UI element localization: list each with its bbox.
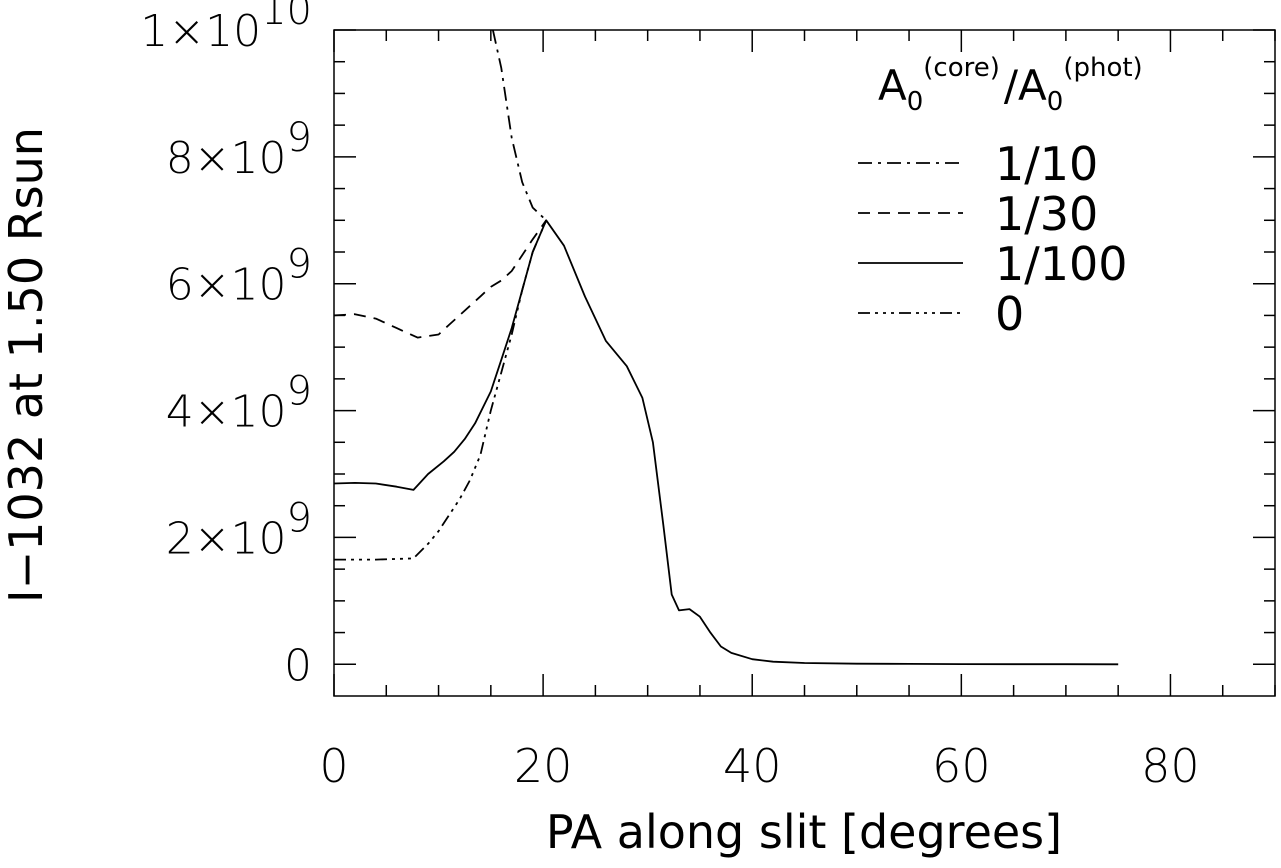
legend-label: 1/10 — [995, 137, 1098, 191]
legend-label: 1/30 — [995, 187, 1098, 241]
y-tick-label: 6×109 — [166, 242, 312, 311]
x-tick-label: 0 — [319, 739, 348, 793]
y-tick-labels: 0 2×109 4×109 6×109 8×109 1×1010 — [140, 0, 312, 691]
x-tick-label: 20 — [514, 739, 573, 793]
y-tick-label: 0 — [284, 640, 312, 691]
series-line-3 — [334, 219, 548, 561]
x-axis-title: PA along slit [degrees] — [546, 805, 1062, 859]
x-tick-label: 80 — [1141, 739, 1200, 793]
series-lines — [333, 29, 1119, 666]
plot-frame — [333, 29, 1276, 697]
legend-title: A0(core)/A0(phot) — [878, 53, 1143, 117]
y-axis-title: I−1032 at 1.50 Rsun — [0, 127, 53, 603]
series-line-2 — [333, 219, 1119, 666]
y-tick-label: 4×109 — [166, 369, 312, 438]
y-tick-label: 8×109 — [166, 115, 312, 184]
series-line-0 — [492, 29, 547, 221]
legend-label: 0 — [995, 287, 1024, 341]
x-tick-label: 60 — [932, 739, 991, 793]
y-tick-label: 2×109 — [166, 495, 312, 564]
axis-ticks — [333, 29, 1276, 696]
x-tick-labels: 0 20 40 60 80 — [319, 739, 1199, 793]
x-tick-label: 40 — [723, 739, 782, 793]
legend-label: 1/100 — [995, 237, 1128, 291]
y-tick-label: 1×1010 — [140, 0, 312, 57]
series-line-1 — [333, 219, 547, 339]
